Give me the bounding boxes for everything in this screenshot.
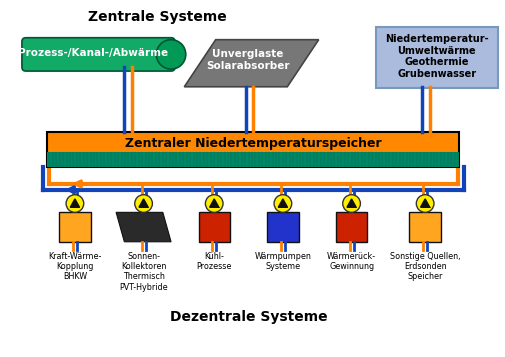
Polygon shape bbox=[420, 199, 429, 207]
Circle shape bbox=[66, 195, 83, 212]
Text: Kühl-
Prozesse: Kühl- Prozesse bbox=[196, 252, 231, 271]
Text: Wärmpumpen
Systeme: Wärmpumpen Systeme bbox=[254, 252, 311, 271]
Circle shape bbox=[134, 195, 152, 212]
Text: Prozess-/Kanal-/Abwärme: Prozess-/Kanal-/Abwärme bbox=[19, 49, 168, 59]
Text: Wärmerück-
Gewinnung: Wärmerück- Gewinnung bbox=[326, 252, 375, 271]
Circle shape bbox=[274, 195, 291, 212]
FancyBboxPatch shape bbox=[335, 212, 367, 242]
Text: Dezentrale Systeme: Dezentrale Systeme bbox=[169, 310, 327, 324]
Circle shape bbox=[205, 195, 223, 212]
FancyBboxPatch shape bbox=[267, 212, 298, 242]
Circle shape bbox=[416, 195, 433, 212]
Polygon shape bbox=[184, 40, 318, 87]
Circle shape bbox=[342, 195, 360, 212]
FancyBboxPatch shape bbox=[47, 132, 459, 167]
Polygon shape bbox=[209, 199, 218, 207]
Text: Niedertemperatur-
Umweltwärme
Geothermie
Grubenwasser: Niedertemperatur- Umweltwärme Geothermie… bbox=[384, 34, 488, 79]
Text: Sonstige Quellen,
Erdsonden
Speicher: Sonstige Quellen, Erdsonden Speicher bbox=[389, 252, 460, 281]
Polygon shape bbox=[70, 199, 79, 207]
Text: Zentraler Niedertemperaturspeicher: Zentraler Niedertemperaturspeicher bbox=[125, 137, 381, 150]
Polygon shape bbox=[116, 212, 171, 242]
FancyBboxPatch shape bbox=[375, 27, 497, 88]
FancyBboxPatch shape bbox=[198, 212, 229, 242]
Polygon shape bbox=[278, 199, 287, 207]
FancyBboxPatch shape bbox=[22, 38, 175, 71]
FancyBboxPatch shape bbox=[47, 152, 459, 167]
FancyBboxPatch shape bbox=[409, 212, 440, 242]
Text: Unverglaste
Solarabsorber: Unverglaste Solarabsorber bbox=[206, 50, 289, 71]
Text: Sonnen-
Kollektoren
Thermisch
PVT-Hybride: Sonnen- Kollektoren Thermisch PVT-Hybrid… bbox=[119, 252, 168, 292]
Polygon shape bbox=[139, 199, 148, 207]
Circle shape bbox=[156, 40, 185, 69]
FancyBboxPatch shape bbox=[59, 212, 90, 242]
Text: Zentrale Systeme: Zentrale Systeme bbox=[88, 10, 226, 24]
Polygon shape bbox=[346, 199, 356, 207]
Text: Kraft-Wärme-
Kopplung
BHKW: Kraft-Wärme- Kopplung BHKW bbox=[48, 252, 102, 281]
